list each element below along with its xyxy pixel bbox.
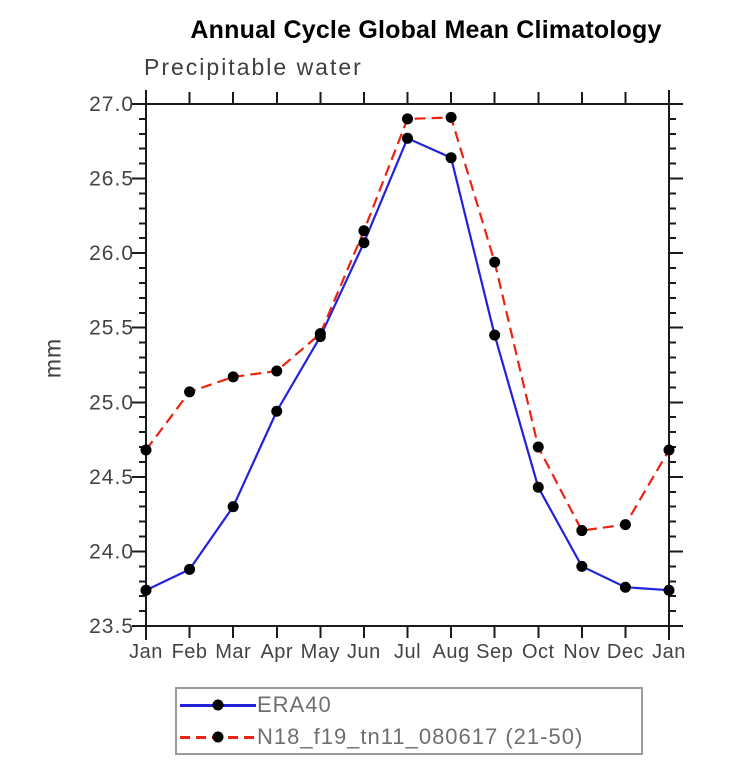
- legend-label: ERA40: [257, 692, 332, 717]
- x-tick-label: Feb: [172, 641, 208, 663]
- x-tick-label: Jun: [347, 641, 381, 663]
- data-point-marker: [140, 444, 152, 456]
- y-tick-label: 25.5: [89, 317, 134, 340]
- data-point-marker: [489, 256, 501, 268]
- y-tick-label: 26.0: [89, 242, 134, 265]
- x-tick-label: Oct: [522, 641, 555, 663]
- y-tick-label: 26.5: [89, 168, 134, 191]
- x-tick-label: Dec: [607, 641, 644, 663]
- x-tick-label: Jan: [129, 641, 163, 663]
- series-line-era40: [145, 136, 670, 592]
- data-point-marker: [532, 441, 544, 453]
- data-point-marker: [271, 365, 283, 377]
- data-point-marker: [663, 444, 675, 456]
- chart-title: Annual Cycle Global Mean Climatology: [190, 16, 662, 44]
- legend-line-sample-dashed: [180, 731, 256, 743]
- x-tick-label: Jul: [394, 641, 421, 663]
- data-point-marker: [576, 525, 588, 537]
- y-tick-label: 27.0: [89, 93, 134, 116]
- x-tick-label: Aug: [433, 641, 470, 663]
- x-tick-label: May: [301, 641, 340, 663]
- data-point-marker: [227, 371, 239, 383]
- data-point-marker: [445, 111, 457, 123]
- legend-line-sample-solid: [180, 699, 256, 711]
- y-tick-label: 25.0: [89, 391, 134, 414]
- chart-subtitle: Precipitable water: [144, 54, 363, 80]
- data-point-marker: [402, 113, 413, 125]
- data-point-marker: [489, 329, 501, 341]
- legend-marker-dot-icon: [212, 731, 224, 743]
- data-point-marker: [402, 132, 413, 144]
- legend-marker-dot-icon: [212, 699, 224, 711]
- x-tick-label: Nov: [563, 641, 600, 663]
- data-point-marker: [445, 152, 457, 164]
- legend-item-era40: ERA40: [177, 689, 641, 721]
- data-point-marker: [271, 405, 283, 417]
- x-tick-label: Apr: [260, 641, 293, 663]
- data-point-marker: [358, 225, 370, 237]
- x-tick-label: Jan: [652, 641, 686, 663]
- y-tick-label: 24.0: [89, 540, 134, 563]
- x-tick-label: Sep: [476, 641, 513, 663]
- data-point-marker: [663, 584, 675, 596]
- data-point-marker: [532, 481, 544, 493]
- legend-item-n18: N18_f19_tn11_080617 (21-50): [177, 721, 641, 753]
- data-point-marker: [358, 237, 370, 249]
- legend-box: ERA40 N18_f19_tn11_080617 (21-50): [175, 687, 643, 755]
- legend-label: N18_f19_tn11_080617 (21-50): [257, 724, 584, 749]
- data-point-marker: [184, 386, 196, 398]
- y-tick-label: 24.5: [89, 466, 134, 489]
- data-point-marker: [184, 563, 196, 575]
- x-tick-label: Mar: [215, 641, 251, 663]
- data-point-marker: [140, 584, 152, 596]
- data-point-marker: [619, 519, 631, 531]
- data-point-marker: [576, 560, 588, 572]
- data-point-marker: [227, 501, 239, 513]
- data-point-marker: [314, 328, 326, 340]
- data-point-marker: [619, 581, 631, 593]
- series-line-n18: [145, 116, 670, 532]
- y-tick-label: 23.5: [89, 615, 134, 638]
